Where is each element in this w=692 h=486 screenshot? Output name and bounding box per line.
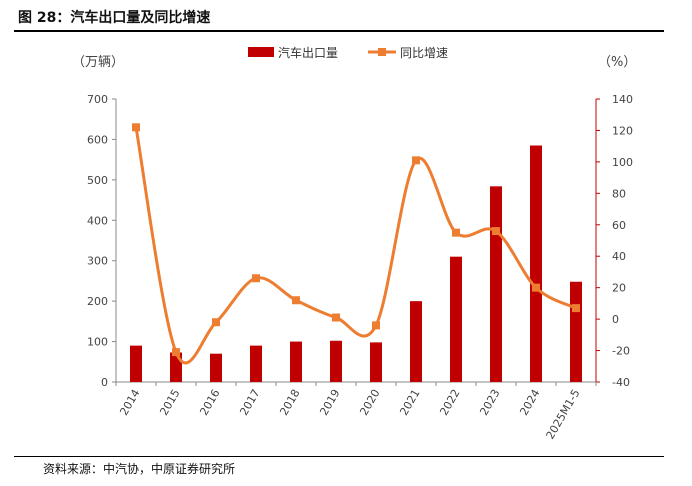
- x-tick-label: 2019: [317, 387, 342, 418]
- legend-bar-label: 汽车出口量: [278, 45, 338, 60]
- left-tick-label: 300: [87, 255, 108, 268]
- right-axis-unit: （%）: [598, 55, 636, 70]
- right-tick-label: 80: [612, 187, 626, 200]
- right-tick-label: 0: [612, 313, 619, 326]
- line-point: [412, 156, 420, 165]
- x-tick-label: 2015: [157, 387, 182, 418]
- line-point: [452, 228, 460, 237]
- x-tick-label: 2021: [397, 387, 422, 418]
- x-tick-label: 2025M1-5: [544, 387, 583, 442]
- legend-bar-swatch: [248, 47, 274, 57]
- left-tick-label: 0: [101, 376, 108, 389]
- bar: [570, 281, 582, 382]
- plot-area: 0 100 200 300 400 500 600 700 -40 -20 0 20 40 60 80 100…: [87, 93, 633, 442]
- left-tick-label: 600: [87, 133, 108, 146]
- bar: [490, 186, 502, 382]
- left-tick-label: 200: [87, 295, 108, 308]
- line-point: [532, 283, 540, 292]
- source-rule: [14, 456, 664, 457]
- figure-title: 图 28：汽车出口量及同比增速: [18, 10, 211, 26]
- bar: [210, 353, 222, 382]
- line-point: [212, 318, 220, 327]
- line-point: [132, 123, 140, 132]
- bar: [330, 340, 342, 382]
- left-tick-label: 100: [87, 336, 108, 349]
- x-tick-label: 2024: [517, 387, 542, 418]
- left-tick-label: 500: [87, 174, 108, 187]
- left-axis-unit: （万辆）: [72, 55, 124, 70]
- legend: 汽车出口量 同比增速: [248, 45, 448, 60]
- bar: [170, 352, 182, 382]
- line-point: [572, 304, 580, 313]
- bar: [530, 145, 542, 382]
- x-tick-label: 2014: [117, 387, 142, 418]
- x-tick-label: 2020: [357, 387, 382, 418]
- legend-line-marker: [378, 48, 386, 56]
- bar: [130, 345, 142, 382]
- growth-line: [134, 127, 577, 365]
- line-point: [492, 227, 500, 236]
- right-tick-label: -40: [612, 376, 630, 389]
- left-tick-label: 400: [87, 214, 108, 227]
- x-tick-label: 2018: [277, 387, 302, 418]
- line-point: [252, 274, 260, 283]
- right-tick-label: 20: [612, 282, 626, 295]
- right-tick-label: -20: [612, 345, 630, 358]
- x-tick-label: 2017: [237, 387, 262, 418]
- line-point: [292, 296, 300, 305]
- x-tick-label: 2022: [437, 387, 462, 418]
- line-point: [172, 348, 180, 357]
- bar: [250, 345, 262, 382]
- bar: [290, 341, 302, 382]
- title-rule: [14, 30, 664, 32]
- source-note: 资料来源：中汽协，中原证券研究所: [43, 462, 236, 476]
- legend-line-label: 同比增速: [400, 46, 448, 60]
- right-tick-label: 40: [612, 250, 626, 263]
- x-tick-label: 2023: [477, 387, 502, 418]
- bar: [370, 342, 382, 382]
- bar: [410, 301, 422, 382]
- x-tick-label: 2016: [197, 387, 222, 418]
- left-tick-label: 700: [87, 93, 108, 106]
- right-tick-label: 100: [612, 156, 633, 169]
- right-tick-label: 120: [612, 124, 633, 137]
- line-point: [372, 321, 380, 330]
- bar: [450, 256, 462, 382]
- line-point: [332, 313, 340, 322]
- right-tick-label: 140: [612, 93, 633, 106]
- right-tick-label: 60: [612, 219, 626, 232]
